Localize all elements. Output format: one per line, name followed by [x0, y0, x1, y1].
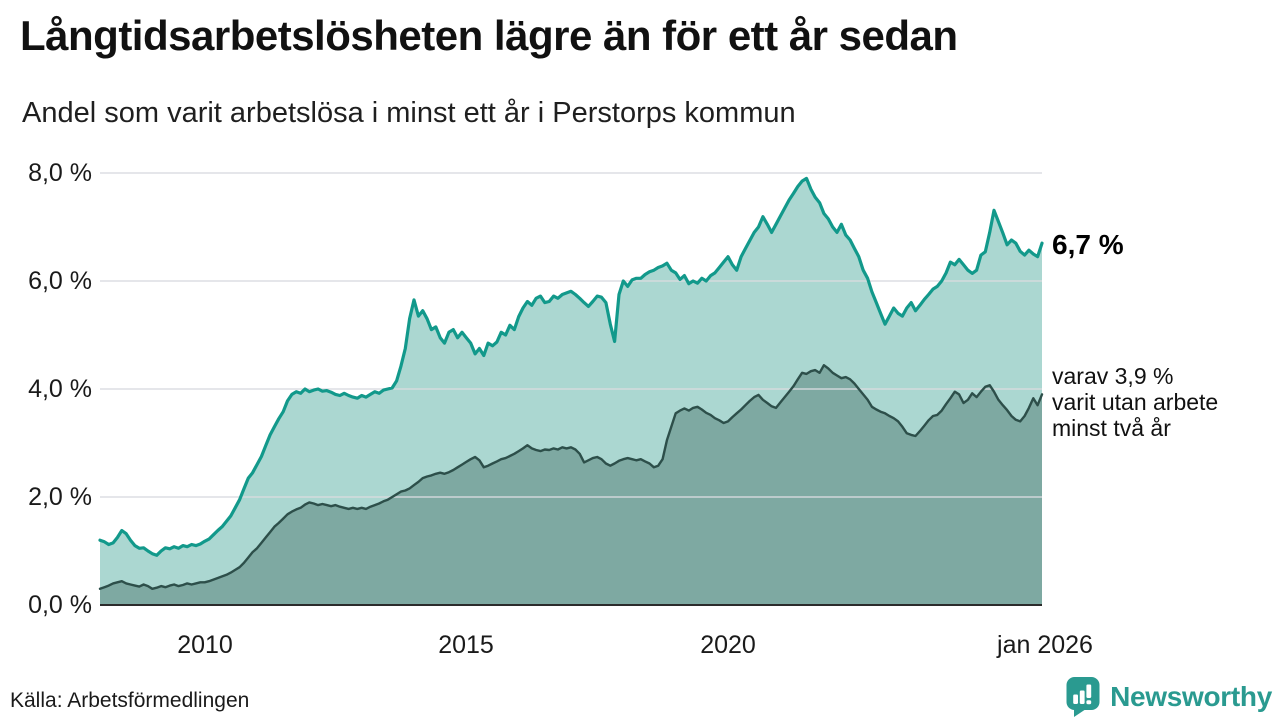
chart-speech-bubble-icon: [1066, 677, 1100, 717]
newsworthy-logo: Newsworthy: [1065, 676, 1272, 717]
y-axis-tick-0: 0,0 %: [28, 591, 92, 619]
x-axis-tick-2020: 2020: [700, 631, 756, 659]
x-axis-tick-jan-2026: jan 2026: [997, 631, 1093, 659]
x-axis-tick-2010: 2010: [177, 631, 233, 659]
x-axis-tick-2015: 2015: [438, 631, 494, 659]
y-axis-tick-8: 8,0 %: [28, 159, 92, 187]
source-note: Källa: Arbetsförmedlingen: [10, 689, 250, 712]
page-title: Långtidsarbetslösheten lägre än för ett …: [20, 12, 958, 59]
secondary-annotation-line1: varav 3,9 %: [1052, 363, 1174, 389]
y-axis-tick-6: 6,0 %: [28, 267, 92, 295]
secondary-series-annotation: varav 3,9 % varit utan arbete minst två …: [1052, 363, 1218, 441]
newsworthy-wordmark: Newsworthy: [1110, 680, 1272, 712]
y-axis-tick-4: 4,0 %: [28, 375, 92, 403]
y-axis-tick-2: 2,0 %: [28, 483, 92, 511]
secondary-annotation-line3: minst två år: [1052, 415, 1171, 441]
page-subtitle: Andel som varit arbetslösa i minst ett å…: [22, 97, 796, 129]
latest-value-annotation: 6,7 %: [1052, 229, 1124, 260]
secondary-annotation-line2: varit utan arbete: [1052, 389, 1219, 415]
